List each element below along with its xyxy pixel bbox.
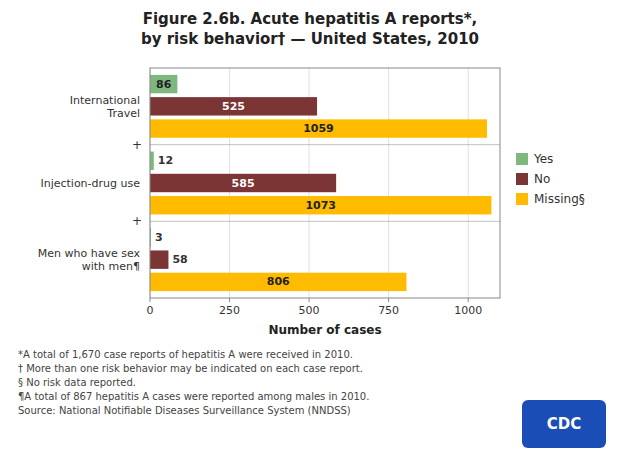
tick-label: 500 xyxy=(299,304,320,317)
data-labels: 86 525 1059 12 585 1073 3 58 806 xyxy=(155,78,336,289)
data-label: 58 xyxy=(172,253,187,266)
footnote: *A total of 1,670 case reports of hepati… xyxy=(18,349,353,360)
plot-frame xyxy=(150,68,500,298)
bars xyxy=(150,75,491,291)
category-label-line: Travel xyxy=(106,106,140,119)
tick-mark xyxy=(150,298,151,302)
separator-label: + xyxy=(132,138,142,152)
category-label: Men who have sexwith men¶ xyxy=(38,247,141,273)
footnote: ¶A total of 867 hepatitis A cases were r… xyxy=(18,391,369,402)
data-label: 525 xyxy=(222,100,245,113)
footnote: § No risk data reported. xyxy=(18,377,136,388)
bar xyxy=(150,196,491,214)
data-label: 585 xyxy=(232,177,255,190)
footnote: † More than one risk behavior may be ind… xyxy=(18,363,363,374)
tick-label: 0 xyxy=(147,304,154,317)
legend-label: Yes xyxy=(533,152,553,166)
bar xyxy=(150,152,154,170)
data-label: 1073 xyxy=(305,199,336,212)
bar xyxy=(150,97,317,115)
legend-swatch xyxy=(516,173,528,185)
bar xyxy=(150,119,487,137)
data-label: 12 xyxy=(158,154,173,167)
tick-mark xyxy=(468,298,469,302)
subtitle: by risk behavior† — United States, 2010 xyxy=(141,30,479,48)
category-label: Injection-drug use xyxy=(40,177,140,190)
tick-label: 750 xyxy=(378,304,399,317)
data-label: 3 xyxy=(155,231,163,244)
legend-swatch xyxy=(516,193,528,205)
bar xyxy=(150,273,406,291)
footnote: Source: National Notifiable Diseases Sur… xyxy=(18,405,351,416)
tick-mark xyxy=(229,298,230,302)
tick-label: 1000 xyxy=(454,304,482,317)
chart: Figure 2.6b. Acute hepatitis A reports*,… xyxy=(0,0,620,465)
grid-line xyxy=(468,68,469,298)
logo-text: CDC xyxy=(547,415,581,433)
data-label: 1059 xyxy=(303,122,334,135)
separator-label: + xyxy=(132,214,142,228)
data-label: 86 xyxy=(156,78,172,91)
category-label: InternationalTravel xyxy=(70,93,140,119)
group-separator xyxy=(150,144,500,145)
category-label-line: Men who have sex xyxy=(38,247,141,260)
data-label: 806 xyxy=(267,275,290,288)
legend: Yes No Missing§ xyxy=(516,152,585,206)
grid-line xyxy=(388,68,389,298)
bar xyxy=(150,250,168,268)
tick-mark xyxy=(388,298,389,302)
legend-label: No xyxy=(534,172,550,186)
logo-box xyxy=(522,400,606,448)
category-label-line: with men¶ xyxy=(82,260,140,273)
title: Figure 2.6b. Acute hepatitis A reports*, xyxy=(143,10,478,28)
bar xyxy=(150,75,177,93)
legend-swatch xyxy=(516,153,528,165)
bar xyxy=(150,174,336,192)
group-separator xyxy=(150,221,500,222)
tick-label: 250 xyxy=(219,304,240,317)
category-label-line: Injection-drug use xyxy=(40,177,140,190)
tick-mark xyxy=(309,298,310,302)
category-label-line: International xyxy=(70,93,140,106)
x-axis-label: Number of cases xyxy=(268,323,381,337)
legend-label: Missing§ xyxy=(534,192,585,206)
